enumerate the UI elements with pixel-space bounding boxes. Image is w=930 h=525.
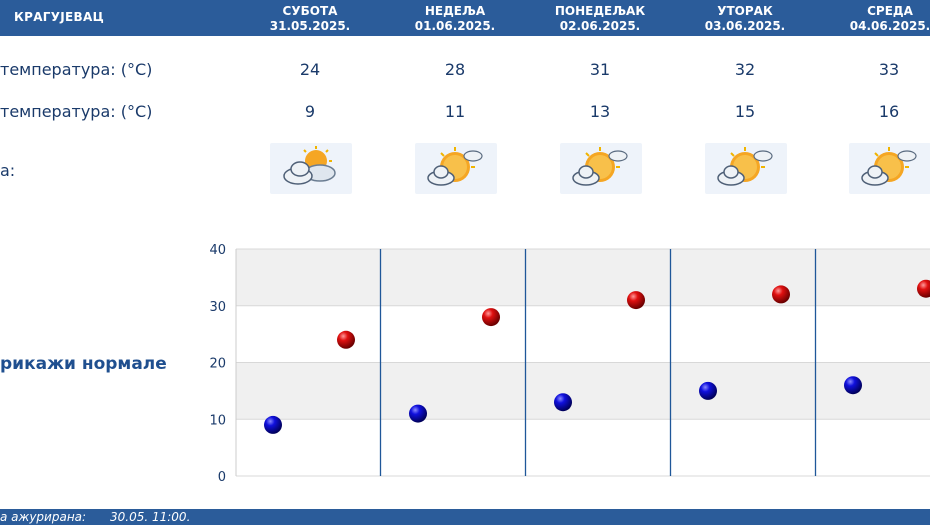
y-tick-label: 20: [209, 357, 226, 372]
min-temp-day-5: 16: [878, 102, 900, 121]
day-date: 31.05.2025.: [269, 19, 351, 33]
max-temp-day-4: 32: [734, 60, 756, 79]
partly-sunny-icon: [415, 143, 497, 194]
day-header-4: УТОРАК 03.06.2025.: [670, 4, 820, 34]
day-header-5: СРЕДА 04.06.2025.: [815, 4, 930, 34]
show-normals-link[interactable]: рикажи нормале: [0, 354, 167, 374]
min-temp-point: [699, 381, 717, 400]
day-date: 04.06.2025.: [849, 19, 930, 33]
day-name: СУБОТА: [282, 4, 338, 18]
day-name: УТОРАК: [717, 4, 773, 18]
max-temp-point: [482, 308, 500, 327]
max-temp-point: [337, 330, 355, 349]
sun-behind-clouds-icon: [270, 143, 352, 194]
max-temp-point: [917, 279, 930, 298]
day-name: НЕДЕЉА: [424, 4, 486, 18]
day-name: ПОНЕДЕЉАК: [554, 4, 646, 18]
max-temp-day-3: 31: [589, 60, 611, 79]
grid-band: [236, 362, 930, 420]
max-temp-day-2: 28: [444, 60, 466, 79]
footer-bar: а ажурирана: 30.05. 11:00.: [0, 509, 930, 525]
min-temp-day-2: 11: [444, 102, 466, 121]
y-tick-label: 10: [209, 413, 226, 428]
min-temp-point: [554, 393, 572, 412]
max-temp-point: [627, 291, 645, 310]
max-temp-day-5: 33: [878, 60, 900, 79]
min-temp-label: температура: (°C): [0, 102, 153, 121]
min-temp-point: [409, 404, 427, 423]
min-temp-point: [844, 376, 862, 395]
partly-sunny-icon: [849, 143, 930, 194]
min-temp-point: [264, 415, 282, 434]
grid-band: [236, 419, 930, 476]
weather-label: а:: [0, 161, 16, 180]
min-temp-day-3: 13: [589, 102, 611, 121]
partly-sunny-icon: [560, 143, 642, 194]
max-temp-label: температура: (°C): [0, 60, 153, 79]
day-header-1: СУБОТА 31.05.2025.: [235, 4, 385, 34]
temperature-chart: 0 10 20 30 40: [209, 243, 930, 485]
max-temp-day-1: 24: [299, 60, 321, 79]
day-date: 02.06.2025.: [559, 19, 641, 33]
day-header-3: ПОНЕДЕЉАК 02.06.2025.: [525, 4, 675, 34]
updated-label: а ажурирана:: [0, 510, 87, 524]
min-temp-day-1: 9: [304, 102, 316, 121]
y-tick-label: 0: [218, 470, 226, 485]
day-date: 03.06.2025.: [704, 19, 786, 33]
y-tick-label: 40: [209, 243, 226, 258]
partly-sunny-icon: [705, 143, 787, 194]
day-header-2: НЕДЕЉА 01.06.2025.: [380, 4, 530, 34]
max-temp-point: [772, 285, 790, 304]
city-name: КРАГУЈЕВАЦ: [14, 10, 105, 24]
day-name: СРЕДА: [867, 4, 913, 18]
min-temp-day-4: 15: [734, 102, 756, 121]
header-bar: КРАГУЈЕВАЦ СУБОТА 31.05.2025. НЕДЕЉА 01.…: [0, 0, 930, 36]
updated-time: 30.05. 11:00.: [110, 510, 191, 524]
day-date: 01.06.2025.: [414, 19, 496, 33]
y-tick-label: 30: [209, 300, 226, 315]
grid-band: [236, 249, 930, 306]
